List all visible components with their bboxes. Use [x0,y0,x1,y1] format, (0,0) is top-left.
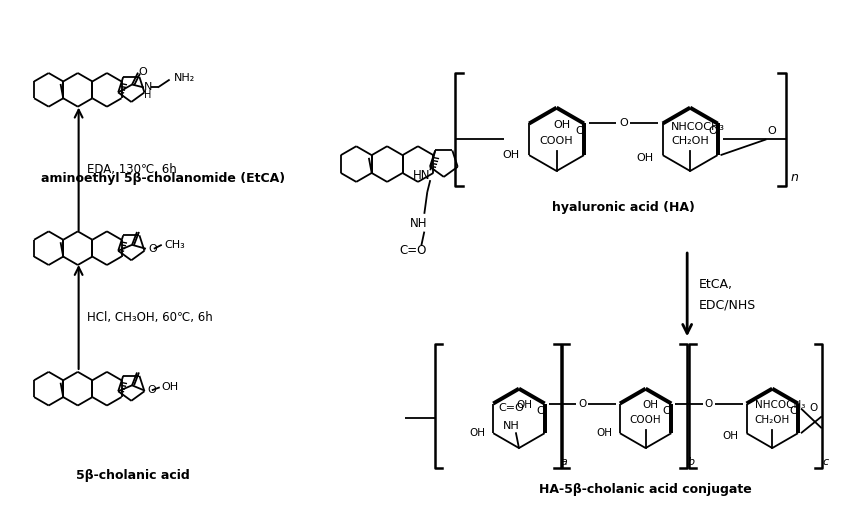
Text: CH₃: CH₃ [165,240,186,250]
Text: NH₂: NH₂ [173,72,195,83]
Text: 5β-cholanic acid: 5β-cholanic acid [77,469,190,482]
Text: EDA, 130℃, 6h: EDA, 130℃, 6h [87,162,177,176]
Text: O: O [767,126,775,136]
Text: O: O [149,244,157,254]
Text: O: O [705,398,713,408]
Text: NHCOCH₃: NHCOCH₃ [671,122,725,132]
Text: CH₂OH: CH₂OH [671,136,709,147]
Text: NH: NH [410,217,427,230]
Text: HN: HN [412,169,430,181]
Text: OH: OH [161,382,179,393]
Text: O: O [663,406,671,416]
Text: a: a [561,457,568,467]
Text: HCl, CH₃OH, 60℃, 6h: HCl, CH₃OH, 60℃, 6h [87,311,212,324]
Text: OH: OH [469,428,485,438]
Text: C=O: C=O [399,244,427,257]
Text: OH: OH [722,431,738,441]
Text: N: N [144,83,152,93]
Text: C=O: C=O [498,404,524,414]
Text: O: O [147,385,156,395]
Text: O: O [810,404,818,414]
Text: O: O [619,118,627,129]
Text: H: H [144,90,151,101]
Text: CH₂OH: CH₂OH [754,415,790,425]
Text: EDC/NHS: EDC/NHS [699,298,756,311]
Text: hyaluronic acid (HA): hyaluronic acid (HA) [552,201,695,214]
Text: OH: OH [553,121,570,131]
Text: n: n [790,171,798,185]
Text: NHCOCH₃: NHCOCH₃ [755,399,806,409]
Text: O: O [709,126,717,136]
Text: COOH: COOH [630,415,661,425]
Text: OH: OH [503,150,520,160]
Text: OH: OH [643,399,659,409]
Text: OH: OH [637,153,653,163]
Text: O: O [789,406,798,416]
Text: b: b [688,457,695,467]
Text: O: O [575,126,584,136]
Text: NH: NH [503,421,520,431]
Text: OH: OH [596,428,612,438]
Text: c: c [822,457,828,467]
Text: O: O [578,398,586,408]
Text: aminoethyl 5β-cholanomide (EtCA): aminoethyl 5β-cholanomide (EtCA) [40,172,285,185]
Text: EtCA,: EtCA, [699,278,733,291]
Text: OH: OH [516,399,532,409]
Text: O: O [139,67,147,77]
Text: COOH: COOH [540,136,574,147]
Text: HA-5β-cholanic acid conjugate: HA-5β-cholanic acid conjugate [539,483,752,496]
Text: O: O [536,406,545,416]
